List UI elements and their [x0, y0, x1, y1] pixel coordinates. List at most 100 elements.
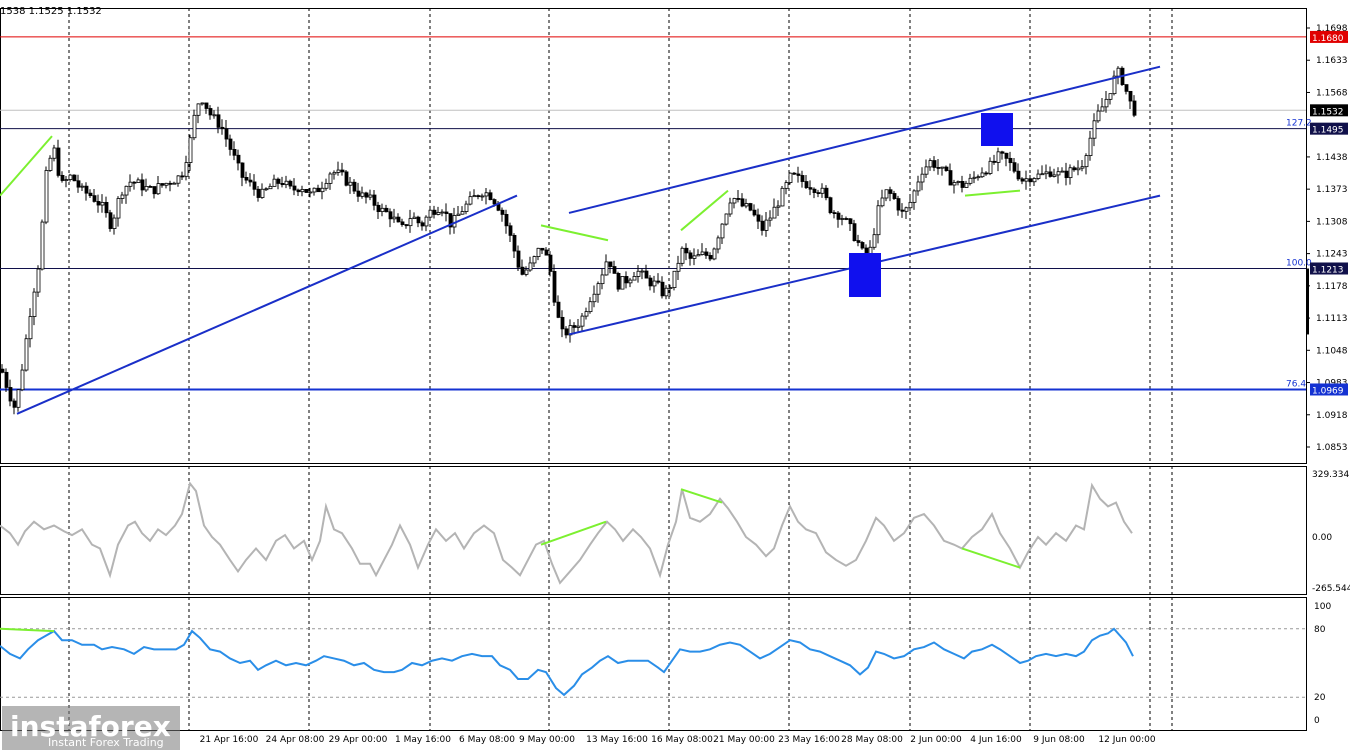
level-price-label: 1.1213 — [1312, 265, 1344, 275]
candle-body — [216, 114, 221, 128]
candle-body — [1128, 90, 1133, 102]
candle-body — [460, 211, 465, 215]
candle-body — [744, 203, 749, 207]
rsi-tick-label: 20 — [1314, 693, 1326, 703]
candle-body — [416, 216, 421, 224]
pane-frame — [0, 8, 1307, 464]
candle-body — [204, 102, 209, 109]
candle-body — [468, 196, 473, 205]
candle-body — [116, 198, 121, 219]
candle-body — [800, 175, 805, 182]
candle-body — [896, 198, 901, 211]
candle-body — [420, 222, 425, 227]
candle-body — [108, 212, 113, 229]
fib-label: 100.0 — [1286, 258, 1312, 268]
candle-body — [356, 190, 361, 197]
candle-body — [160, 183, 165, 186]
candle-body — [368, 194, 373, 198]
candle-body — [340, 169, 345, 173]
candle-body — [112, 217, 117, 229]
candle-body — [488, 192, 493, 200]
candle-body — [80, 185, 85, 188]
candle-body — [936, 167, 941, 169]
candle-body — [720, 223, 725, 239]
rsi-pane — [0, 627, 1306, 698]
candle-body — [888, 189, 893, 194]
cci-tick-label: -265.544 — [1312, 584, 1350, 594]
candle-body — [600, 274, 605, 285]
candle-body — [72, 174, 77, 182]
price-tick-label: 1.1048 — [1316, 346, 1348, 356]
candle-body — [952, 182, 957, 186]
candle-body — [1108, 93, 1113, 100]
rsi-line — [0, 627, 1134, 697]
candle-body — [996, 151, 1001, 163]
candle-body — [732, 198, 737, 204]
candle-body — [572, 325, 577, 328]
candle-body — [1000, 151, 1005, 154]
candle-body — [324, 182, 329, 189]
candle-body — [120, 194, 125, 199]
candle-body — [304, 188, 309, 193]
x-tick-label: 13 May 16:00 — [586, 735, 648, 745]
candle-body — [272, 178, 277, 187]
candle-body — [712, 248, 717, 260]
candle-body — [440, 211, 445, 214]
candle-body — [8, 387, 13, 402]
candle-body — [704, 251, 709, 256]
candle-body — [344, 171, 349, 186]
candle-body — [100, 201, 105, 206]
divergence-line — [964, 189, 1021, 197]
candle-body — [616, 272, 621, 290]
candle-body — [208, 108, 213, 116]
candle-body — [812, 188, 817, 193]
candle-body — [848, 218, 853, 225]
candle-body — [376, 204, 381, 213]
level-price-box — [1310, 262, 1348, 275]
candle-body — [696, 254, 701, 257]
candle-body — [972, 176, 977, 179]
candle-body — [984, 172, 989, 175]
candle-body — [436, 212, 441, 215]
candle-body — [940, 166, 945, 169]
candle-body — [380, 207, 385, 213]
candle-body — [792, 172, 797, 175]
candle-body — [240, 162, 245, 178]
candle-body — [372, 194, 377, 206]
candle-body — [540, 247, 545, 251]
candle-body — [228, 138, 233, 150]
price-tick-label: 1.1698 — [1316, 24, 1348, 34]
candle-body — [1076, 167, 1081, 171]
candle-body — [296, 189, 301, 193]
candle-body — [1064, 170, 1069, 179]
candle-body — [140, 179, 145, 191]
candle-body — [880, 197, 885, 207]
candle-body — [1116, 67, 1121, 77]
x-tick-label: 12 Jun 00:00 — [1098, 735, 1155, 745]
candle-body — [772, 206, 777, 219]
candle-body — [104, 201, 109, 214]
candle-body — [156, 183, 161, 195]
candle-body — [316, 187, 321, 193]
candle-body — [1104, 98, 1109, 108]
price-pane: 127.2 100.0 76.4 — [0, 36, 1312, 415]
x-tick-label: 29 Apr 00:00 — [329, 735, 388, 745]
candle-body — [280, 183, 285, 186]
candle-body — [1100, 106, 1105, 112]
rsi-tick-label: 0 — [1314, 716, 1320, 726]
candle-body — [916, 181, 921, 192]
candle-body — [500, 209, 505, 215]
level-price-label: 1.1532 — [1312, 107, 1344, 117]
candle-body — [16, 389, 21, 408]
candle-body — [664, 287, 669, 297]
candle-body — [192, 114, 197, 139]
candle-body — [196, 103, 201, 116]
candle-body — [660, 281, 665, 297]
candle-body — [292, 185, 297, 191]
candle-body — [1032, 178, 1037, 183]
rsi-divergence-line — [0, 627, 55, 633]
candle-body — [760, 220, 765, 231]
candle-body — [548, 254, 553, 272]
candle-body — [764, 219, 769, 231]
candle-body — [1020, 178, 1025, 182]
